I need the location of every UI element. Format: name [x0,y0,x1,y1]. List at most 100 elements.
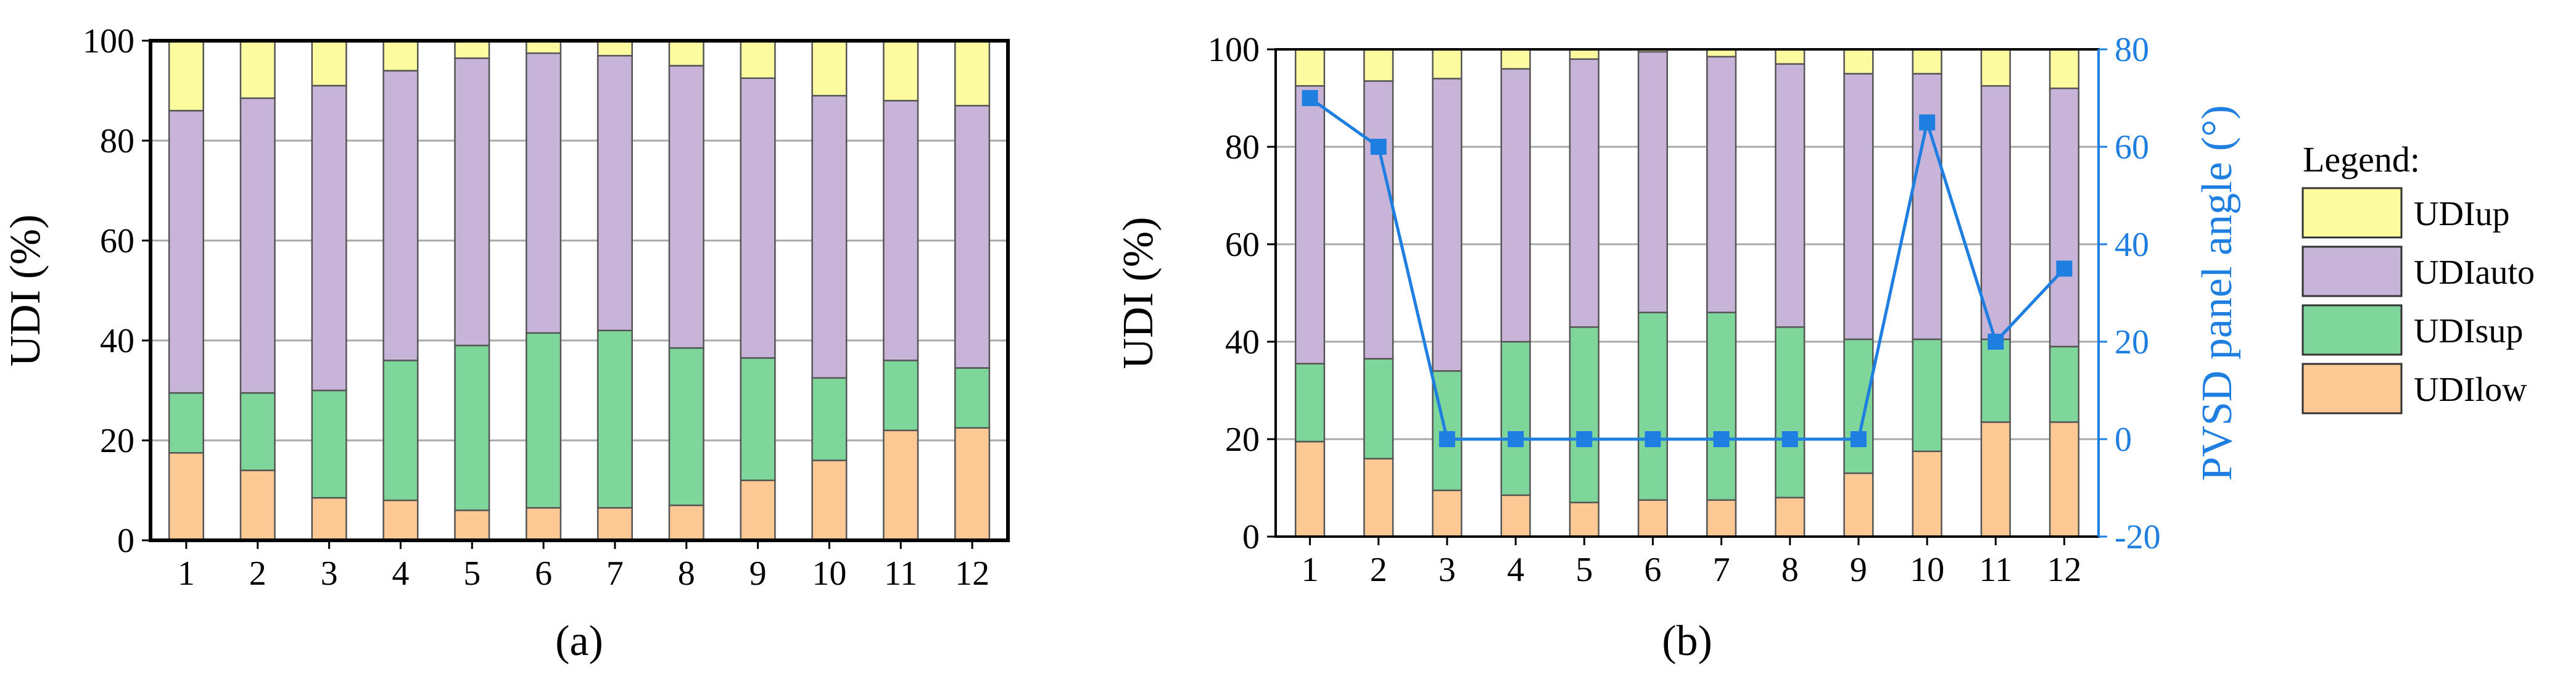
x-tick-label: 1 [1302,551,1319,589]
bar-segment-udilow [1294,440,1326,538]
bar-segment-udisup [239,392,276,471]
bar-segment-udiup [668,39,704,67]
angle-series-marker [1439,431,1455,447]
x-tick-label: 8 [1781,551,1799,589]
bar-segment-udiauto [1912,73,1942,340]
bar-segment-udilow [311,497,347,542]
angle-series-marker [1576,431,1593,447]
bar-segment-udiauto [382,70,419,361]
y-tick-label: 20 [1225,421,1260,459]
bar-segment-udiauto [526,52,562,334]
bar-segment-udisup [1843,338,1874,474]
legend-swatch-udilow [2301,363,2403,414]
bar-segment-udiup [1294,48,1326,87]
bar-segment-udisup [811,377,848,461]
bar-segment-udiup [883,39,919,102]
bar-segment-udiup [239,39,276,99]
bar-segment-udilow [1912,450,1942,538]
bar-segment-udiup [1843,48,1874,75]
bar-segment-udisup [1980,338,2011,423]
bar-segment-udiauto [1569,58,1600,328]
y-tick-label: 40 [100,322,134,360]
bar-segment-udiauto [454,57,490,347]
bar-segment-udiup [1363,48,1394,82]
x-tick-label: 4 [1507,551,1524,589]
bar-segment-udiauto [740,77,776,359]
bar-segment-udilow [239,469,276,542]
x-tick-label: 8 [678,554,695,593]
angle-series-marker [1302,90,1318,106]
bar-segment-udiup [811,39,848,97]
x-tick-label: 2 [249,554,266,593]
bar-segment-udisup [1432,370,1463,492]
y-tick-label: 0 [117,522,134,560]
y-tick-label: 60 [1225,226,1260,264]
bar-segment-udiup [740,39,776,79]
y-tick-label: 40 [1225,323,1260,361]
legend-swatch-udiauto [2301,245,2403,297]
legend-label: UDIup [2414,195,2510,233]
bar-segment-udilow [526,507,562,542]
bar-segment-udiup [526,39,562,54]
bar-segment-udilow [382,499,419,542]
bar-segment-udiauto [1294,85,1326,365]
x-tick-label: 6 [1644,551,1661,589]
bar-segment-udiup [454,39,490,59]
bar-segment-udiauto [668,65,704,349]
y-tick-label: 20 [100,422,134,460]
legend-label: UDIsup [2414,312,2523,350]
y-tick-label: 100 [83,22,134,60]
bar-segment-udiauto [239,97,276,394]
bar-segment-udisup [954,367,991,429]
x-tick-label: 12 [2047,551,2081,589]
bar-segment-udiup [1912,48,1942,75]
angle-series-marker [1645,431,1661,447]
x-tick-label: 6 [535,554,552,593]
y-tick-label: 100 [1208,31,1260,69]
y2-tick-label: 0 [2115,421,2132,459]
angle-series-marker [2056,260,2073,277]
bar-segment-udiauto [1775,63,1806,328]
bar-segment-udiauto [1363,80,1394,360]
bar-segment-udilow [740,479,776,542]
bar-segment-udiauto [954,105,991,369]
plot-frame [1274,48,2100,538]
legend-swatch-udisup [2301,304,2403,356]
bar-segment-udilow [1432,489,1463,538]
legend-label: UDIauto [2414,254,2535,292]
bar-segment-udiauto [311,84,347,392]
bar-segment-udiup [1775,48,1806,65]
bar-segment-udiauto [811,94,848,379]
bar-segment-udiauto [1432,78,1463,372]
bar-segment-udisup [2049,345,2080,423]
bar-segment-udiauto [1637,51,1669,313]
angle-series-marker [1713,431,1730,447]
y-tick-label: 60 [100,222,134,260]
bar-segment-udilow [668,505,704,542]
bar-segment-udilow [1775,497,1806,538]
angle-series-marker [1781,431,1798,447]
panel-label: (b) [1662,617,1712,665]
panel-label: (a) [555,617,603,665]
x-tick-label: 5 [1575,551,1593,589]
x-tick-label: 7 [606,554,624,593]
bar-segment-udiup [954,39,991,107]
bar-segment-udiup [1980,48,2011,87]
bar-segment-udisup [1637,311,1669,501]
x-tick-label: 9 [1850,551,1867,589]
x-tick-label: 4 [392,554,409,593]
bar-segment-udilow [883,429,919,542]
x-tick-label: 11 [884,554,917,593]
bar-segment-udisup [1706,311,1737,501]
bar-segment-udiup [311,39,347,87]
bar-segment-udiup [597,39,633,57]
bar-segment-udisup [1500,340,1531,497]
y-tick-label: 0 [1242,518,1260,556]
bar-segment-udisup [1569,326,1600,503]
bar-segment-udisup [668,347,704,506]
bar-segment-udilow [168,452,204,542]
bar-segment-udiauto [597,55,633,332]
bar-segment-udisup [454,344,490,511]
